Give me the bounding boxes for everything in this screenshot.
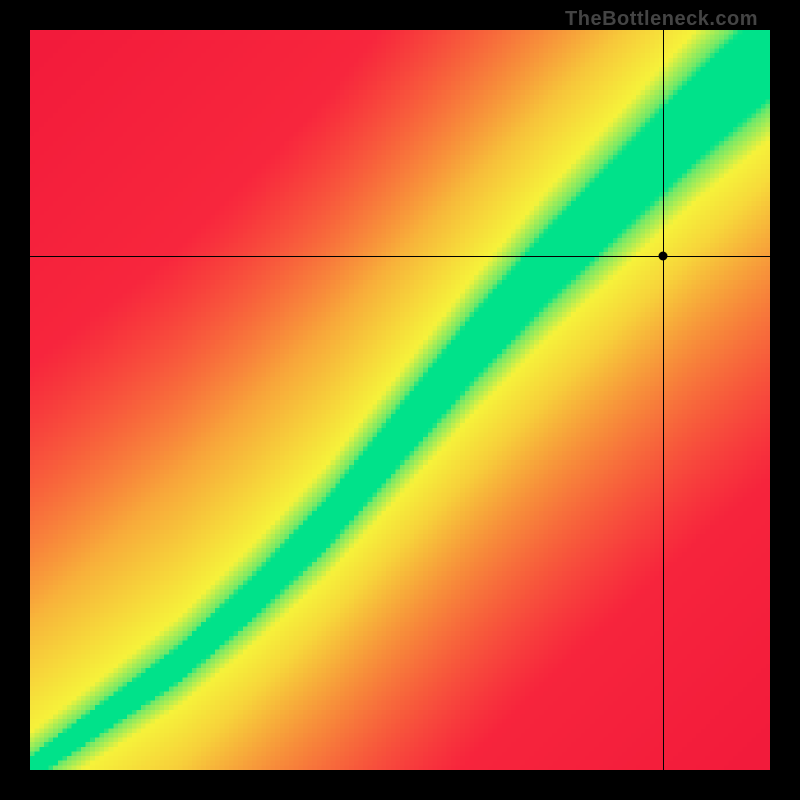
heatmap-canvas: [30, 30, 770, 770]
chart-container: TheBottleneck.com: [0, 0, 800, 800]
crosshair-vertical: [663, 30, 664, 770]
crosshair-marker-dot: [658, 251, 667, 260]
watermark-text: TheBottleneck.com: [565, 8, 758, 31]
